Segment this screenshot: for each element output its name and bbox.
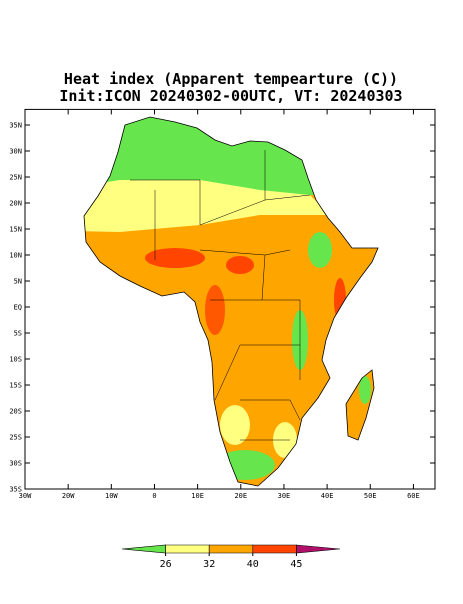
borders [130, 150, 311, 441]
x-tick-label: 10W [105, 492, 118, 500]
colorbar-segment [252, 544, 297, 554]
y-tick-label: 20N [9, 200, 22, 208]
y-tick-label: 35S [9, 486, 22, 494]
y-tick-label: 30N [9, 148, 22, 156]
y-tick-label: 35N [9, 122, 22, 130]
colorbar: 26 32 40 45 [121, 544, 341, 570]
x-tick-label: 20E [234, 492, 247, 500]
title: Heat index (Apparent tempearture (C)) [64, 70, 398, 88]
y-tick-label: 20S [9, 408, 22, 416]
coastline [83, 116, 379, 487]
x-tick-label: 30W [19, 492, 32, 500]
x-tick-label: 10E [191, 492, 204, 500]
y-tick-label: 5N [14, 278, 22, 286]
y-tick-label: 15N [9, 226, 22, 234]
map-frame [24, 108, 436, 490]
y-tick-label: EQ [14, 304, 22, 312]
y-tick-label: 15S [9, 382, 22, 390]
x-tick-label: 20W [62, 492, 75, 500]
y-tick-label: 30S [9, 460, 22, 468]
x-tick-label: 50E [364, 492, 377, 500]
y-tick-label: 25S [9, 434, 22, 442]
x-tick-label: 0 [152, 492, 156, 500]
colorbar-segment [296, 544, 341, 554]
colorbar-label: 40 [247, 559, 259, 570]
x-tick-label: 30E [278, 492, 291, 500]
y-tick-label: 10S [9, 356, 22, 364]
y-tick-label: 10N [9, 252, 22, 260]
colorbar-segment [208, 544, 254, 554]
colorbar-segment [165, 544, 210, 554]
x-tick-label: 60E [407, 492, 420, 500]
subtitle: Init:ICON 20240302-00UTC, VT: 20240303 [59, 87, 402, 105]
x-tick-label: 40E [321, 492, 334, 500]
colorbar-label: 45 [290, 559, 302, 570]
y-tick-label: 5S [14, 330, 22, 338]
colorbar-label: 32 [203, 559, 215, 570]
y-tick-label: 25N [9, 174, 22, 182]
colorbar-label: 26 [160, 559, 172, 570]
axes: 30W 20W 10W 0 10E 20E 30E 40E 50E 60E 35S 30S 25S 20S… [9, 109, 435, 500]
